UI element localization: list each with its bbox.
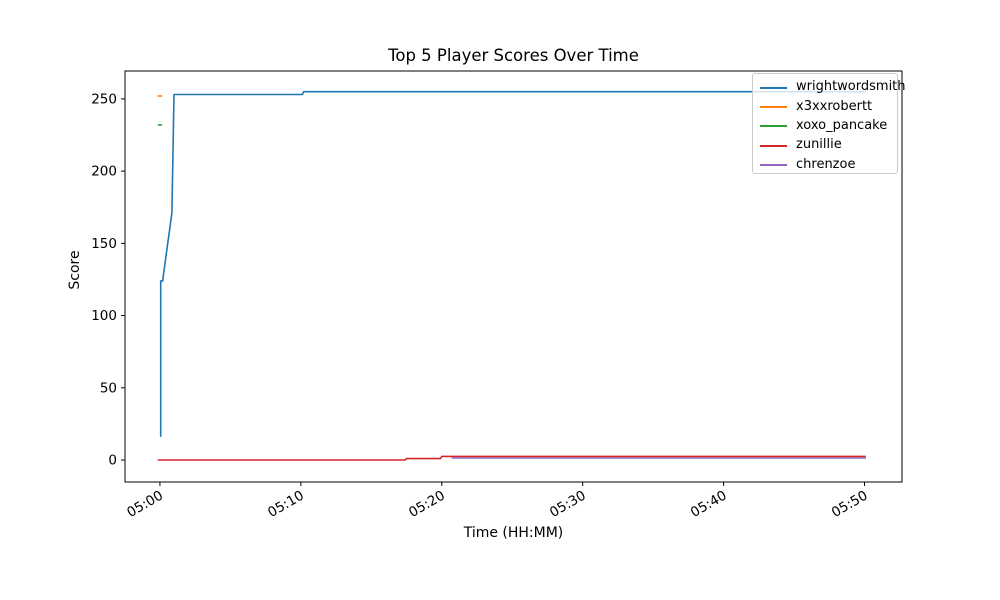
legend-line-sample bbox=[760, 125, 787, 128]
legend-line-sample bbox=[760, 86, 787, 89]
legend-label: chrenzoe bbox=[796, 156, 856, 172]
y-tick-label: 150 bbox=[91, 236, 117, 252]
legend-entry-chrenzoe: chrenzoe bbox=[760, 156, 890, 175]
series-line-wrightwordsmith bbox=[159, 90, 866, 437]
y-tick-label: 50 bbox=[100, 380, 117, 396]
y-axis-label: Score bbox=[67, 250, 83, 290]
plot-border bbox=[124, 70, 903, 483]
x-tick-label: 05:50 bbox=[829, 488, 871, 521]
legend-line-sample bbox=[760, 144, 787, 147]
legend-line-sample bbox=[760, 106, 787, 109]
x-tick-label: 05:30 bbox=[547, 488, 589, 521]
legend-entry-zunillie: zunillie bbox=[760, 136, 890, 155]
series-line-zunillie bbox=[157, 455, 866, 461]
legend-entry-wrightwordsmith: wrightwordsmith bbox=[760, 78, 906, 97]
y-tick-label: 0 bbox=[108, 453, 117, 469]
legend-label: xoxo_pancake bbox=[796, 117, 888, 133]
y-tick-label: 250 bbox=[91, 91, 117, 107]
legend-label: x3xxrobertt bbox=[796, 98, 873, 114]
x-tick-label: 05:20 bbox=[406, 488, 448, 521]
legend-entry-x3xxrobertt: x3xxrobertt bbox=[760, 97, 890, 116]
x-tick-label: 05:40 bbox=[688, 488, 730, 521]
chart-title: Top 5 Player Scores Over Time bbox=[388, 46, 639, 65]
legend-label: zunillie bbox=[796, 137, 842, 153]
legend-entry-xoxo_pancake: xoxo_pancake bbox=[760, 117, 890, 136]
legend-line-sample bbox=[760, 164, 787, 167]
legend-label: wrightwordsmith bbox=[796, 79, 906, 95]
x-tick-label: 05:00 bbox=[124, 488, 166, 521]
x-tick-label: 05:10 bbox=[265, 488, 307, 521]
x-axis-label: Time (HH:MM) bbox=[463, 525, 564, 541]
y-tick-label: 100 bbox=[91, 308, 117, 324]
y-tick-label: 200 bbox=[91, 164, 117, 180]
